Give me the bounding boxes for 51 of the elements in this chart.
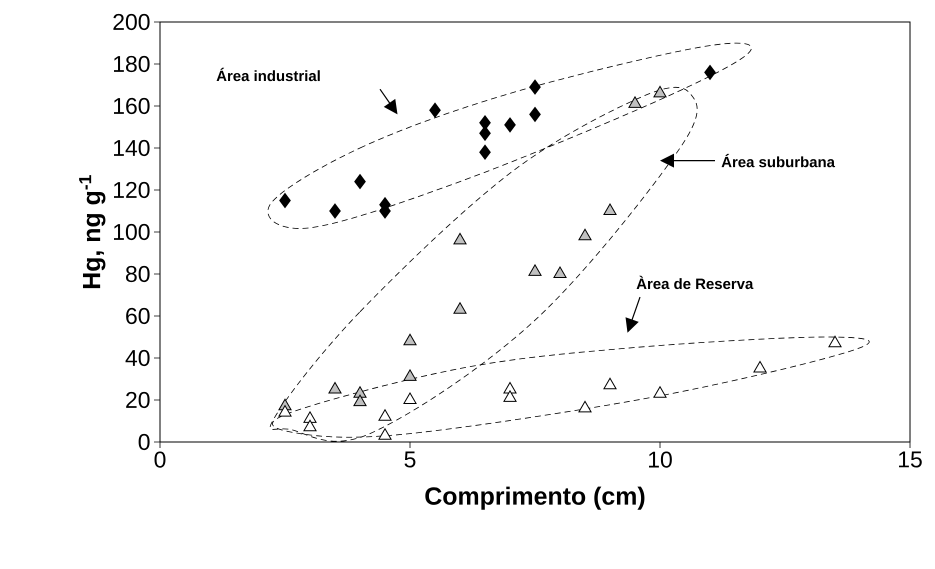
point <box>578 400 592 412</box>
point <box>653 386 667 398</box>
point <box>378 428 392 440</box>
x-tick-label: 10 <box>649 452 672 468</box>
point <box>329 203 341 218</box>
point <box>403 369 417 381</box>
annotation: Àrea de Reserva <box>636 276 754 290</box>
y-tick-label: 80 <box>126 266 150 282</box>
point <box>504 117 516 132</box>
y-tick-label: 200 <box>113 14 150 30</box>
point <box>279 192 291 208</box>
point <box>353 394 367 406</box>
x-tick-label: 0 <box>154 452 166 468</box>
point <box>578 228 592 240</box>
point <box>453 232 467 244</box>
point <box>753 361 767 372</box>
x-tick-label: 5 <box>404 452 416 468</box>
y-tick-label: 120 <box>114 182 150 198</box>
point <box>328 382 342 394</box>
point <box>553 266 567 278</box>
x-axis-title: Comprimento (cm) <box>425 486 644 510</box>
annotation: Área industrial <box>216 68 320 82</box>
point <box>403 392 417 404</box>
point <box>503 390 517 402</box>
x-tick-label: 15 <box>899 452 922 468</box>
point <box>303 420 317 432</box>
point <box>453 302 467 314</box>
y-axis-title: Hg, ng g$^{-1}$ <box>79 175 106 288</box>
point <box>828 336 842 348</box>
point <box>529 106 541 122</box>
point <box>403 334 417 346</box>
point <box>704 64 716 80</box>
point <box>479 144 491 160</box>
point <box>354 174 366 190</box>
point <box>378 409 392 421</box>
point <box>603 203 617 215</box>
point <box>603 378 617 390</box>
point <box>278 405 292 417</box>
y-tick-label: 40 <box>126 350 150 366</box>
y-tick-label: 60 <box>126 308 150 324</box>
y-tick-label: 160 <box>114 98 150 114</box>
y-tick-label: 0 <box>138 434 150 450</box>
y-tick-label: 100 <box>114 224 150 240</box>
y-tick-label: 140 <box>114 140 150 156</box>
y-tick-label: 20 <box>126 392 150 408</box>
point <box>529 80 541 95</box>
y-tick-label: 180 <box>114 56 150 72</box>
point <box>429 102 441 118</box>
annotation: Área suburbana <box>722 154 836 168</box>
point <box>528 264 542 276</box>
point <box>353 386 367 398</box>
